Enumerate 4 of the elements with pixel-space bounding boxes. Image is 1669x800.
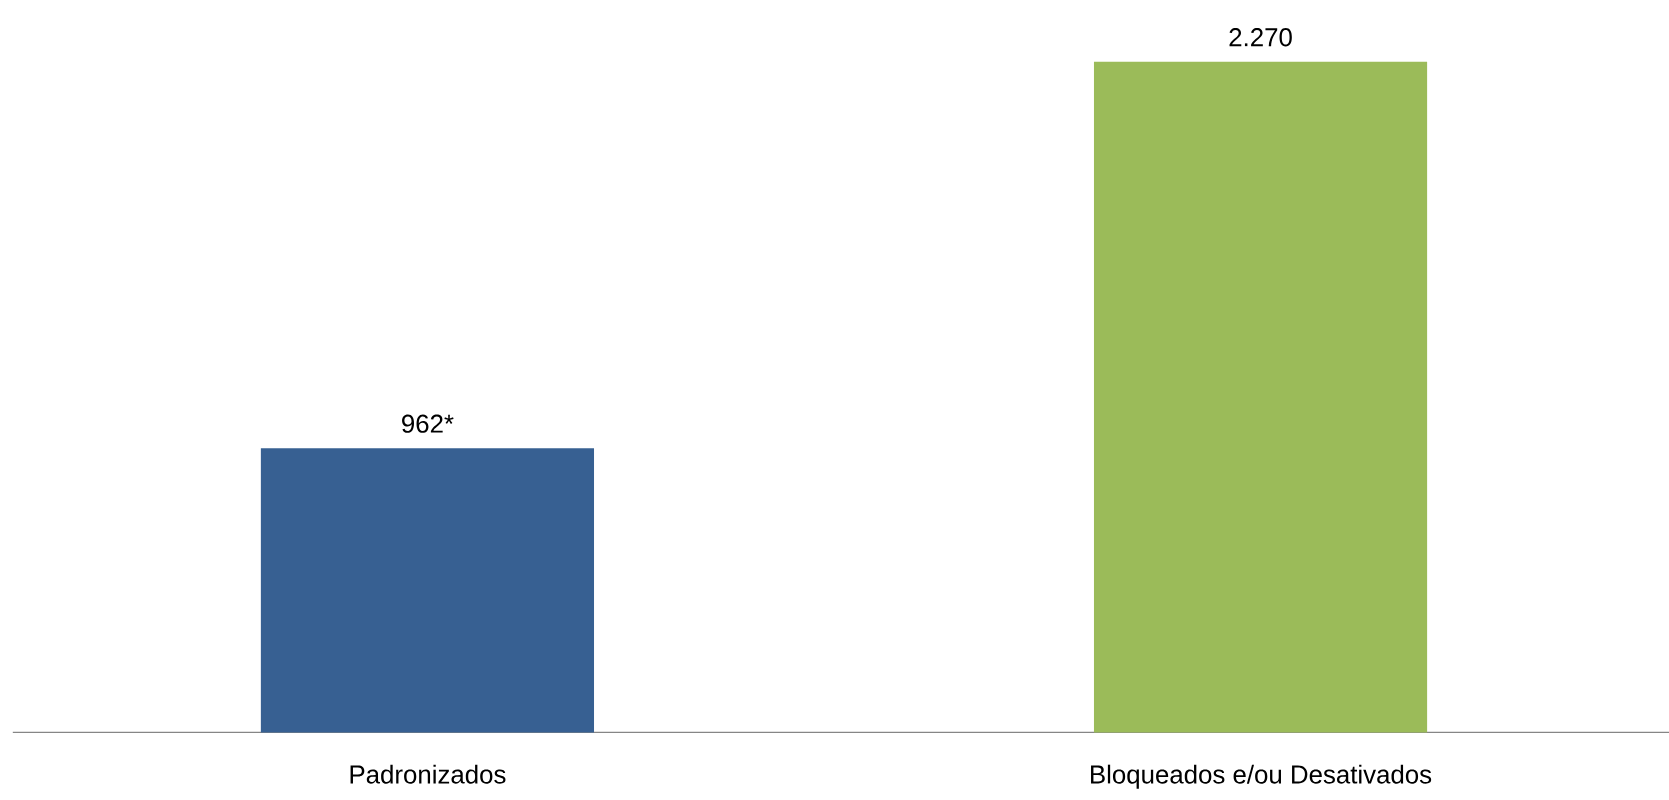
data-label: 962* xyxy=(402,414,454,433)
data-label: 2.270 xyxy=(1229,28,1292,47)
x-tick-label: Bloqueados e/ou Desativados xyxy=(1091,764,1432,789)
x-tick-label: Padronizados xyxy=(350,764,506,784)
